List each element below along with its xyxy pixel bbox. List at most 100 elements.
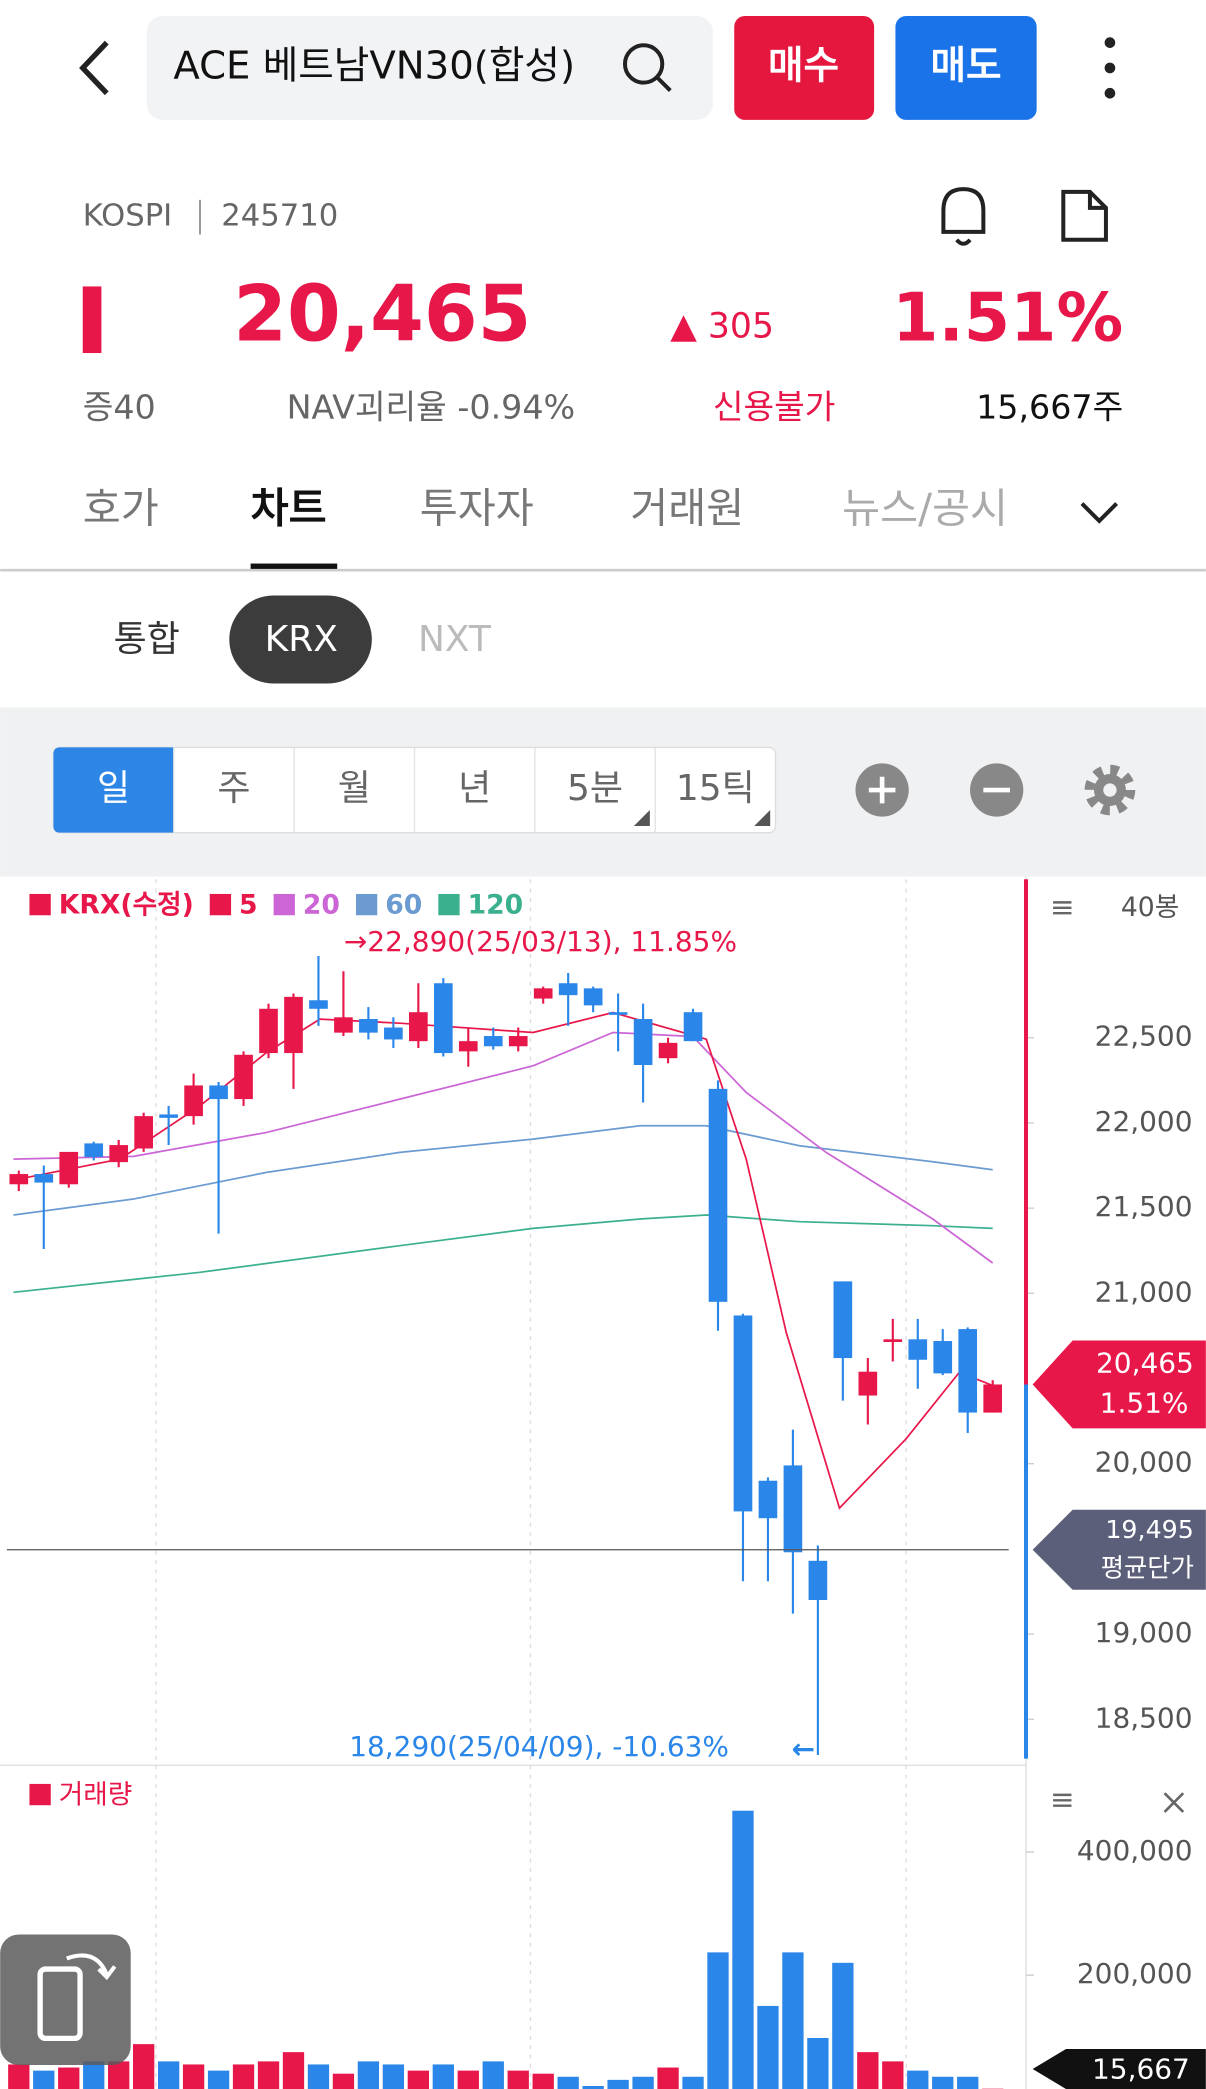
volume-bar xyxy=(832,1962,854,2089)
candle-body xyxy=(134,1116,153,1149)
sell-label: 매도 xyxy=(931,43,1002,88)
memo-icon[interactable] xyxy=(1061,189,1108,242)
period[interactable]: 5분 xyxy=(567,768,623,809)
volume-bar xyxy=(907,2070,929,2089)
candle-body xyxy=(583,988,603,1006)
candle-body xyxy=(983,1384,1003,1413)
candle-body xyxy=(34,1174,54,1183)
volume-bar xyxy=(182,2064,205,2089)
candle-body xyxy=(833,1281,853,1359)
rate-badge-label: 1.51% xyxy=(1100,1386,1189,1419)
venue[interactable]: 통합 xyxy=(114,619,180,660)
search-icon[interactable] xyxy=(622,43,665,85)
y-tick-label: 21,000 xyxy=(1095,1275,1193,1308)
menu-icon[interactable]: ≡ xyxy=(1050,890,1075,924)
candle-body xyxy=(483,1036,503,1047)
search-box[interactable] xyxy=(146,15,713,120)
y-tick-label: 21,500 xyxy=(1095,1190,1193,1223)
volume-legend-swatch xyxy=(29,1783,51,1806)
buy-label: 매수 xyxy=(768,43,839,88)
y-tick-label: 22,000 xyxy=(1095,1105,1193,1138)
back-button[interactable] xyxy=(79,40,109,96)
tabs-expand[interactable] xyxy=(1080,502,1119,524)
legend-swatch xyxy=(29,893,51,916)
tabs: 호가 차트 투자자 거래원 뉴스/공시 xyxy=(83,485,1008,571)
volume-bar xyxy=(732,1810,754,2089)
zoom-in[interactable] xyxy=(855,763,909,817)
y-tick-label: 18,500 xyxy=(1095,1701,1193,1734)
volume-bar xyxy=(432,2064,454,2089)
change: ▲ 305 xyxy=(670,307,774,347)
avg-caption: 평균단가 xyxy=(1101,1554,1194,1583)
candle-body xyxy=(783,1465,803,1553)
more-menu[interactable] xyxy=(1104,37,1116,99)
buy-button[interactable] xyxy=(734,15,875,120)
candle-body xyxy=(9,1174,29,1185)
candle-body xyxy=(209,1085,228,1100)
volume-bar xyxy=(382,2064,405,2089)
y-tick-label: 20,000 xyxy=(1095,1446,1193,1479)
volume-bar xyxy=(457,2070,479,2089)
candle-body xyxy=(84,1143,104,1158)
candle-body xyxy=(808,1560,828,1600)
candle-body xyxy=(508,1036,528,1047)
period-corner xyxy=(633,810,650,827)
settings[interactable] xyxy=(1084,764,1136,816)
price-badge xyxy=(1032,1340,1206,1429)
avg-price-label: 19,495 xyxy=(1105,1515,1194,1544)
floating-button[interactable] xyxy=(0,1934,131,2066)
candle-body xyxy=(908,1339,928,1360)
volume-bar xyxy=(657,2067,679,2089)
y-tick-label: 22,500 xyxy=(1095,1020,1193,1053)
y-tick-label: 19,000 xyxy=(1095,1616,1193,1649)
low-label: 18,290(25/04/09), -10.63% xyxy=(349,1730,729,1763)
candle-body xyxy=(608,1012,628,1015)
volume-bar xyxy=(482,2061,504,2089)
legend-swatch xyxy=(438,893,460,916)
volume-close[interactable] xyxy=(1163,1792,1185,1813)
volume-bar xyxy=(757,2005,779,2089)
volume-bar xyxy=(957,2076,979,2089)
credit: 신용불가 xyxy=(713,388,836,427)
period[interactable]: 년 xyxy=(458,768,491,809)
period[interactable]: 월 xyxy=(338,768,371,809)
candle-body xyxy=(309,1000,328,1009)
volume-bar xyxy=(707,1952,729,2089)
volume-bar xyxy=(332,2073,355,2089)
period[interactable]: 15틱 xyxy=(676,768,755,809)
tab[interactable]: 뉴스/공시 xyxy=(842,485,1008,533)
candle-body xyxy=(234,1054,253,1100)
period[interactable]: 일 xyxy=(97,768,130,809)
zoom-out[interactable] xyxy=(970,763,1024,817)
candle-body xyxy=(359,1019,378,1033)
alarm-icon[interactable] xyxy=(941,187,986,246)
volume-bar xyxy=(257,2061,280,2089)
candle-body xyxy=(284,996,303,1054)
legend-label: 20 xyxy=(303,889,340,920)
venue[interactable]: NXT xyxy=(418,619,492,660)
candle-body xyxy=(159,1114,178,1118)
tab[interactable]: 투자자 xyxy=(420,485,534,533)
period[interactable]: 주 xyxy=(217,768,250,809)
volume-bar xyxy=(682,2076,704,2089)
volume-bar xyxy=(507,2070,529,2089)
sell-button[interactable] xyxy=(895,15,1037,120)
period-corner xyxy=(754,810,771,827)
candle-body xyxy=(334,1017,353,1033)
change-rate: 1.51% xyxy=(892,278,1123,356)
low-arrow: ← xyxy=(792,1733,815,1766)
candle-body xyxy=(683,1012,703,1042)
tab[interactable]: 거래원 xyxy=(630,485,744,533)
volume-menu-icon[interactable]: ≡ xyxy=(1050,1783,1075,1817)
volume-bar xyxy=(782,1952,804,2089)
volume-bar xyxy=(357,2061,380,2089)
tab[interactable]: 차트 xyxy=(251,485,327,533)
tab[interactable]: 호가 xyxy=(83,485,159,533)
legend-label: 60 xyxy=(385,889,422,920)
venue[interactable]: KRX xyxy=(265,619,338,660)
candle-body xyxy=(458,1041,478,1052)
candle-body xyxy=(184,1085,203,1117)
candle-body xyxy=(883,1339,903,1342)
candle-body xyxy=(409,1012,428,1042)
volume-badge xyxy=(1032,2049,1206,2089)
